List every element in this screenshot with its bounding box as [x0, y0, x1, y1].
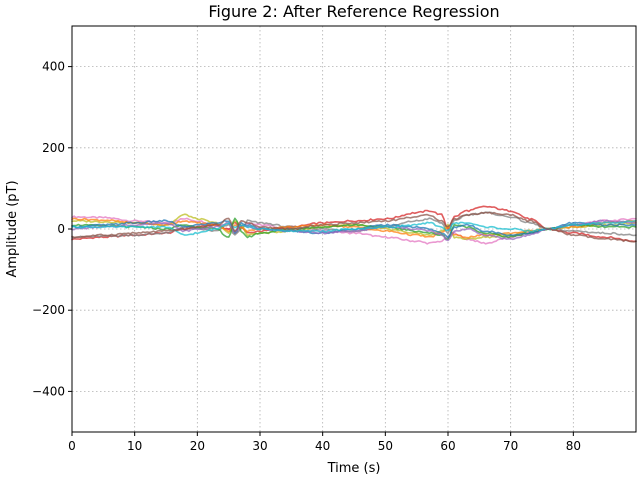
y-tick-label: −200: [32, 303, 65, 317]
x-tick-label: 30: [252, 439, 267, 453]
y-tick-label: −400: [32, 384, 65, 398]
x-axis-label: Time (s): [327, 461, 381, 476]
x-tick-label: 20: [190, 439, 205, 453]
x-tick-label: 10: [127, 439, 142, 453]
x-tick-label: 60: [440, 439, 455, 453]
y-tick-label: 200: [42, 141, 65, 155]
y-axis-label: Amplitude (pT): [5, 180, 20, 277]
series-layer: [71, 205, 637, 245]
x-tick-label: 70: [503, 439, 518, 453]
series-line-9: [71, 220, 637, 236]
ticks: 0 10 20 30 40 50 60 70 80 −400 −200 0 200 400: [32, 60, 581, 453]
series-line-10: [71, 211, 637, 243]
x-tick-label: 80: [566, 439, 581, 453]
y-tick-label: 400: [42, 60, 65, 74]
x-tick-label: 0: [68, 439, 76, 453]
x-tick-label: 50: [378, 439, 393, 453]
chart-title: Figure 2: After Reference Regression: [208, 2, 499, 21]
y-tick-label: 0: [57, 222, 65, 236]
x-tick-label: 40: [315, 439, 330, 453]
